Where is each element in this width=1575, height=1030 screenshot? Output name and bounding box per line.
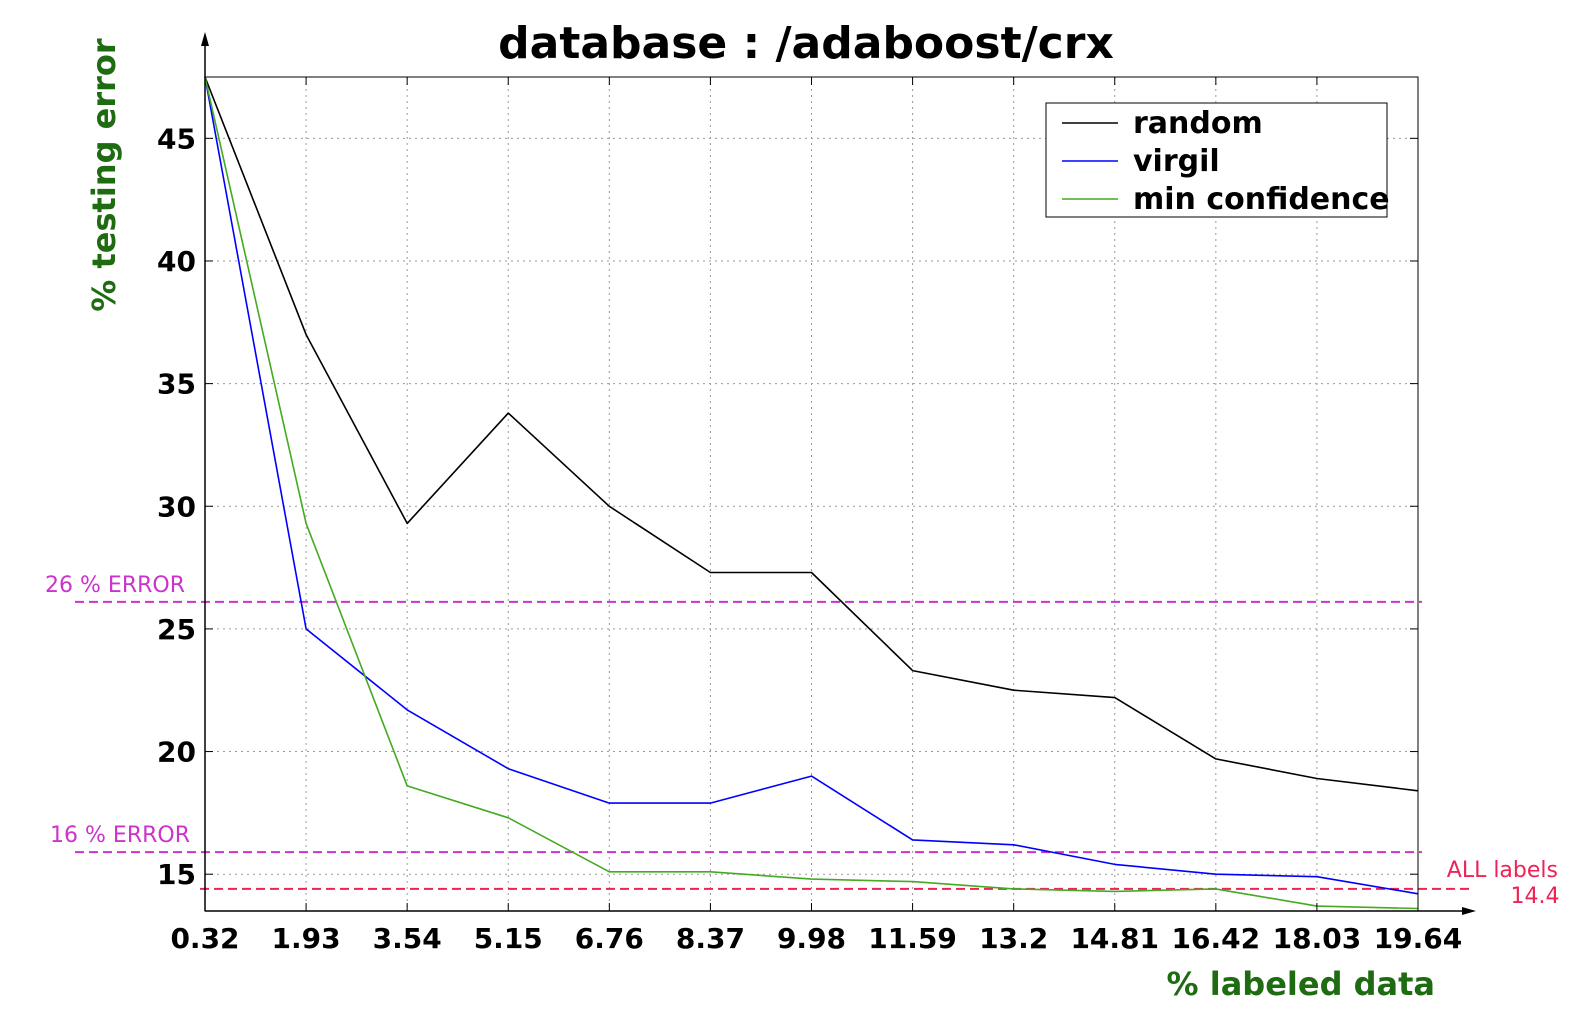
x-tick-label: 11.59 (868, 922, 957, 955)
x-tick-label: 9.98 (777, 922, 846, 955)
legend-label: random (1133, 106, 1263, 141)
series-line-virgil (204, 76, 1419, 895)
reference-line-label: ALL labels (1447, 858, 1558, 883)
y-tick-label: 35 (157, 368, 196, 401)
y-tick-label: 30 (157, 490, 196, 523)
series-lines (204, 76, 1419, 910)
axes (201, 32, 1476, 915)
x-tick-label: 13.2 (979, 922, 1048, 955)
y-axis-arrowhead (201, 32, 209, 46)
x-tick-label: 6.76 (575, 922, 644, 955)
x-tick-label: 3.54 (373, 922, 442, 955)
legend-label: virgil (1133, 144, 1220, 179)
x-tick-label: 16.42 (1172, 922, 1261, 955)
series-line-random (204, 76, 1419, 792)
y-tick-label: 45 (157, 122, 196, 155)
legend-label: min confidence (1133, 182, 1390, 217)
x-tick-label: 5.15 (474, 922, 543, 955)
reference-line-value: 14.4 (1511, 884, 1560, 909)
y-tick-label: 25 (157, 613, 196, 646)
series-line-min-confidence (204, 76, 1419, 910)
x-tick-label: 14.81 (1070, 922, 1159, 955)
y-tick-label: 20 (157, 736, 196, 769)
reference-line-label: 16 % ERROR (50, 823, 190, 848)
x-axis-arrowhead (1462, 907, 1476, 915)
y-tick-label: 40 (157, 245, 196, 278)
x-axis-label: % labeled data (1167, 965, 1435, 1003)
x-tick-label: 0.32 (170, 922, 239, 955)
reference-line-label: 26 % ERROR (45, 573, 185, 598)
tick-labels: 0.32 1.93 3.54 5.15 6.76 8.37 9.98 11.59 13.2 14.… (157, 122, 1462, 955)
x-tick-label: 19.64 (1374, 922, 1463, 955)
y-axis-label: % testing error (85, 38, 123, 312)
y-tick-label: 15 (157, 858, 196, 891)
legend-box (1045, 102, 1388, 218)
x-tick-label: 8.37 (676, 922, 745, 955)
chart-title: database : /adaboost/crx (498, 18, 1114, 69)
x-tick-label: 18.03 (1273, 922, 1362, 955)
x-tick-label: 1.93 (272, 922, 341, 955)
